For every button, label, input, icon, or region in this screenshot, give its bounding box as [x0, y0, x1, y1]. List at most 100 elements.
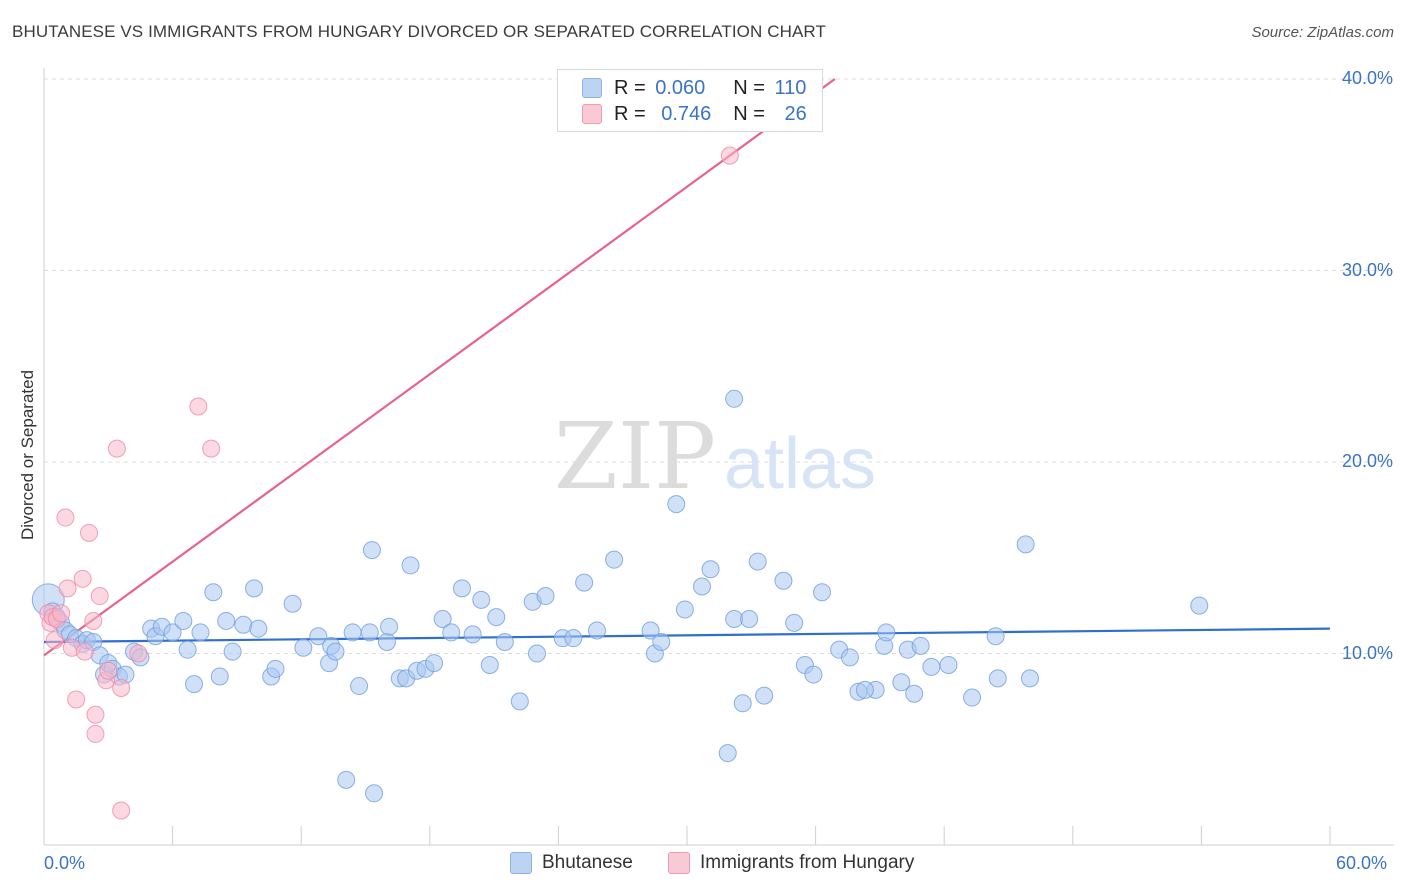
hungary-point — [112, 801, 131, 820]
r-label: R = — [614, 102, 646, 125]
hungary-point — [45, 631, 64, 650]
bhutanese-point — [667, 495, 686, 514]
bhutanese-point — [495, 633, 514, 652]
bhutanese-point — [452, 579, 471, 598]
bhutanese-point — [163, 623, 182, 642]
bhutanese-point — [855, 680, 874, 699]
legend-row-bhutanese: R = 0.060 N = 110 — [582, 76, 806, 100]
bhutanese-point — [785, 613, 804, 632]
bhutanese-point — [185, 675, 204, 694]
bhutanese-point — [892, 673, 911, 692]
bhutanese-point — [740, 610, 759, 629]
legend-row-hungary: R = 0.746 N = 26 — [582, 102, 807, 126]
watermark-atlas: atlas — [724, 424, 876, 504]
bhutanese-point — [204, 583, 223, 602]
bhutanese-point — [425, 654, 444, 673]
bhutanese-point — [245, 579, 264, 598]
hungary-point — [52, 604, 71, 623]
bhutanese-point — [350, 677, 369, 696]
bhutanese-point — [223, 642, 242, 661]
hungary-legend-label: Immigrants from Hungary — [700, 852, 915, 873]
bhutanese-point — [266, 659, 285, 678]
bhutanese-point — [1016, 535, 1035, 554]
hungary-swatch — [582, 104, 602, 124]
hungary-point — [58, 579, 77, 598]
hungary-point — [56, 508, 75, 527]
bhutanese-point — [360, 623, 379, 642]
bhutanese-legend-swatch — [510, 852, 532, 874]
bhutanese-point — [733, 694, 752, 713]
hungary-legend-swatch — [668, 852, 690, 874]
bhutanese-point — [191, 623, 210, 642]
bhutanese-point — [840, 648, 859, 667]
hungary-point — [67, 690, 86, 709]
x-tick-marks — [43, 826, 1331, 845]
n-label: N = — [733, 102, 765, 125]
watermark-zip: ZIP — [554, 403, 716, 510]
hungary-n-value: 26 — [784, 102, 807, 125]
bhutanese-point — [433, 610, 452, 629]
bhutanese-point — [480, 655, 499, 674]
hungary-point — [90, 587, 109, 606]
bhutanese-point — [605, 550, 624, 569]
hungary-point — [86, 705, 105, 724]
bhutanese-trend-line — [43, 627, 1331, 644]
bhutanese-point — [725, 610, 744, 629]
bhutanese-point — [988, 669, 1007, 688]
y-tick-label: 10.0% — [1341, 642, 1393, 663]
hungary-r-value: 0.746 — [661, 102, 712, 125]
bhutanese-r-value: 0.060 — [655, 76, 706, 99]
watermark: ZIP atlas — [554, 403, 876, 510]
y-tick-label: 20.0% — [1341, 451, 1393, 471]
bhutanese-point — [675, 600, 694, 619]
bhutanese-point — [652, 633, 671, 652]
bhutanese-point — [249, 619, 268, 638]
bhutanese-point — [536, 587, 555, 606]
bhutanese-point — [755, 686, 774, 705]
bhutanese-point — [701, 560, 720, 579]
hungary-trend-line — [43, 78, 836, 657]
r-label: R = — [614, 76, 646, 99]
data-points — [31, 146, 1209, 820]
bhutanese-point — [217, 611, 236, 630]
hungary-point — [86, 724, 105, 743]
bhutanese-point — [283, 594, 302, 613]
hungary-point — [107, 439, 126, 458]
hungary-point — [80, 523, 99, 542]
bhutanese-point — [401, 556, 420, 575]
hungary-point — [189, 397, 208, 416]
bhutanese-point — [365, 784, 384, 803]
bhutanese-point — [922, 657, 941, 676]
hungary-point — [720, 146, 739, 165]
hungary-point — [84, 611, 103, 630]
bhutanese-point — [911, 636, 930, 655]
axes — [43, 68, 1394, 846]
bhutanese-point — [986, 627, 1005, 646]
hungary-point — [73, 569, 92, 588]
bhutanese-point — [963, 688, 982, 707]
bhutanese-point — [693, 577, 712, 596]
correlation-legend: R = 0.060 N = 110 R = 0.746 N = 26 — [557, 69, 823, 132]
chart-title: BHUTANESE VS IMMIGRANTS FROM HUNGARY DIV… — [12, 22, 826, 41]
bhutanese-point — [575, 573, 594, 592]
bhutanese-point — [877, 623, 896, 642]
legend-item-hungary: Immigrants from Hungary — [668, 852, 914, 874]
bhutanese-point — [309, 627, 328, 646]
bhutanese-point — [472, 590, 491, 609]
bhutanese-point — [174, 611, 193, 630]
bhutanese-point — [463, 625, 482, 644]
bhutanese-point — [380, 617, 399, 636]
bhutanese-point — [804, 665, 823, 684]
bhutanese-point — [564, 629, 583, 648]
bhutanese-point — [641, 621, 660, 640]
bhutanese-point — [527, 644, 546, 663]
hungary-point — [202, 439, 221, 458]
bhutanese-point — [362, 541, 381, 560]
bhutanese-point — [813, 583, 832, 602]
bhutanese-point — [487, 608, 506, 627]
bhutanese-point — [377, 633, 396, 652]
bhutanese-point — [748, 552, 767, 571]
bhutanese-point — [725, 389, 744, 408]
hungary-point — [112, 678, 131, 697]
bhutanese-point — [939, 655, 958, 674]
